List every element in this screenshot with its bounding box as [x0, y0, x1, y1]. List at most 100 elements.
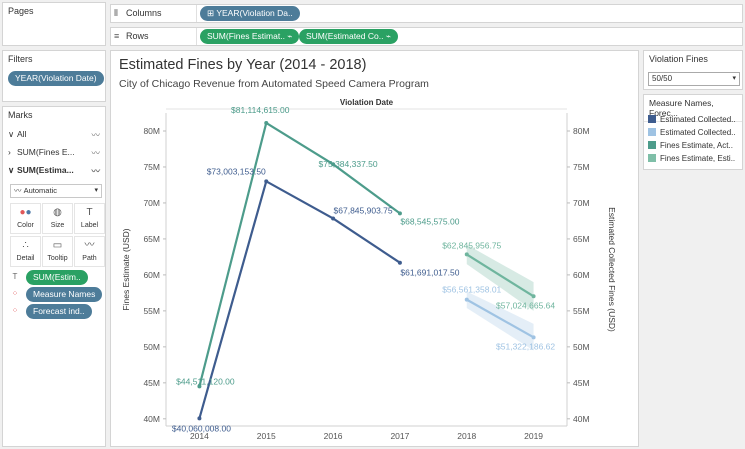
data-point: [197, 384, 202, 389]
rows-pill-label: SUM(Estimated Co..: [306, 31, 384, 41]
chevron-down-icon: ∨: [8, 165, 15, 175]
marks-row-label: SUM(Fines E...: [17, 147, 75, 157]
detail-label: Detail: [16, 255, 35, 262]
x-tick-label: 2015: [257, 431, 276, 441]
dropdown-arrow-icon: ▾: [732, 75, 736, 82]
line-chart[interactable]: Violation Date 40M 40M 45M 45M 50M 50M 55M 55M 60…: [111, 51, 640, 448]
legend-item[interactable]: Estimated Collected..: [648, 115, 742, 127]
violation-fines-card: Violation Fines 50/50 ▾: [643, 50, 743, 90]
mark-type-value: Automatic: [23, 186, 57, 195]
rows-icon: ≡: [114, 31, 120, 41]
filter-pill-year[interactable]: YEAR(Violation Date): [8, 71, 104, 86]
color-label: Color: [17, 222, 34, 229]
line-mark-icon: 〰: [91, 166, 100, 176]
legend-label: Estimated Collected..: [660, 115, 736, 124]
detail-icon: ∴: [22, 240, 29, 251]
data-point: [397, 260, 402, 265]
y-tick-label-right: 45M: [573, 378, 590, 388]
label-button[interactable]: T Label: [74, 203, 105, 234]
data-point: [397, 211, 402, 216]
y-tick-label-right: 55M: [573, 306, 590, 316]
y-tick-label-right: 50M: [573, 342, 590, 352]
data-point: [464, 297, 469, 302]
series-line: [466, 298, 535, 339]
data-point: [331, 162, 336, 167]
pages-card: Pages: [2, 2, 106, 46]
y-tick-label-left: 65M: [143, 234, 160, 244]
x-tick-label: 2019: [524, 431, 543, 441]
data-label: $44,511,120.00: [176, 376, 235, 386]
y-tick-label-right: 65M: [573, 234, 590, 244]
label-icon: T: [86, 207, 93, 218]
legend-swatch: [648, 115, 656, 123]
mark-type-dropdown[interactable]: 〰 Automatic ▾: [10, 184, 102, 198]
series-line: [198, 121, 401, 387]
y-tick-label-left: 45M: [143, 378, 160, 388]
columns-shelf[interactable]: ⦀ Columns ⊞ YEAR(Violation Da..: [110, 4, 743, 23]
line-mark-icon: 〰: [91, 148, 100, 158]
encoding-pill-measure-names[interactable]: Measure Names: [26, 287, 103, 302]
rows-pill-fines-estimate[interactable]: SUM(Fines Estimat.. ⌁: [200, 29, 300, 44]
data-label: $51,322,186.62: [496, 341, 555, 351]
columns-label: Columns: [126, 8, 162, 18]
tooltip-button[interactable]: ▭ Tooltip: [42, 236, 73, 267]
legend-label: Fines Estimate, Esti..: [660, 154, 736, 163]
x-tick-label: 2017: [390, 431, 409, 441]
data-label: $75,384,337.50: [319, 159, 378, 169]
color-button[interactable]: ●● Color: [10, 203, 41, 234]
violation-fines-value: 50/50: [652, 74, 673, 83]
rows-shelf[interactable]: ≡ Rows SUM(Fines Estimat.. ⌁ SUM(Estimate…: [110, 27, 743, 46]
y-tick-label-right: 80M: [573, 126, 590, 136]
y-tick-label-right: 70M: [573, 198, 590, 208]
legend-label: Fines Estimate, Act..: [660, 141, 733, 150]
x-tick-label: 2016: [324, 431, 343, 441]
legend-label: Estimated Collected..: [660, 128, 736, 137]
y-tick-label-right: 40M: [573, 414, 590, 424]
marks-row-fines-estimate[interactable]: › SUM(Fines E... 〰: [8, 147, 102, 161]
legend-item[interactable]: Fines Estimate, Esti..: [648, 154, 742, 166]
pages-title: Pages: [8, 6, 34, 16]
marks-card: Marks ∨ All 〰 › SUM(Fines E... 〰 ∨ SUM(Esti…: [2, 106, 106, 447]
marks-row-estimated-collected[interactable]: ∨ SUM(Estima... 〰: [8, 165, 102, 179]
rows-pill-estimated-collected[interactable]: SUM(Estimated Co.. ⌁: [299, 29, 398, 44]
encoding-pill-forecast-indicator[interactable]: Forecast ind..: [26, 304, 92, 319]
view-title: Estimated Fines by Year (2014 - 2018): [119, 57, 367, 73]
y-axis-title-left: Fines Estimate (USD): [121, 228, 131, 310]
y-tick-label-left: 55M: [143, 306, 160, 316]
size-button[interactable]: ◍ Size: [42, 203, 73, 234]
x-tick-label: 2014: [190, 431, 209, 441]
columns-shelf-label: ⦀ Columns: [114, 8, 162, 19]
tooltip-icon: ▭: [52, 240, 63, 251]
text-label-icon: T: [12, 272, 18, 281]
legend-item[interactable]: Estimated Collected..: [648, 128, 742, 140]
y-tick-label-right: 60M: [573, 270, 590, 280]
data-label: $67,845,903.75: [334, 205, 393, 215]
series-line: [466, 253, 535, 298]
chevron-right-icon: ›: [8, 147, 11, 157]
data-label: $40,060,008.00: [172, 423, 231, 433]
columns-pill-year[interactable]: ⊞ YEAR(Violation Da..: [200, 6, 300, 21]
columns-pill-label: YEAR(Violation Da..: [216, 8, 293, 18]
color-palette-icon: ⁘: [11, 306, 19, 315]
marks-row-label: SUM(Estima...: [17, 165, 74, 175]
path-button[interactable]: 〰 Path: [74, 236, 105, 267]
data-point: [464, 252, 469, 257]
marks-row-all[interactable]: ∨ All 〰: [8, 129, 102, 143]
chevron-down-icon: ∨: [8, 129, 15, 139]
legend-swatch: [648, 141, 656, 149]
x-tick-label: 2018: [457, 431, 476, 441]
shelf-divider: [196, 5, 197, 22]
shelf-divider: [196, 28, 197, 45]
legend-item[interactable]: Fines Estimate, Act..: [648, 141, 742, 153]
violation-fines-select[interactable]: 50/50 ▾: [648, 72, 740, 86]
data-point: [531, 335, 536, 340]
data-label: $62,845,956.75: [442, 240, 501, 250]
y-tick-label-left: 60M: [143, 270, 160, 280]
data-point: [264, 179, 269, 184]
rows-label: Rows: [126, 31, 149, 41]
legend-swatch: [648, 154, 656, 162]
detail-button[interactable]: ∴ Detail: [10, 236, 41, 267]
y-tick-label-left: 40M: [143, 414, 160, 424]
data-point: [531, 294, 536, 299]
encoding-pill-label[interactable]: SUM(Estim..: [26, 270, 88, 285]
